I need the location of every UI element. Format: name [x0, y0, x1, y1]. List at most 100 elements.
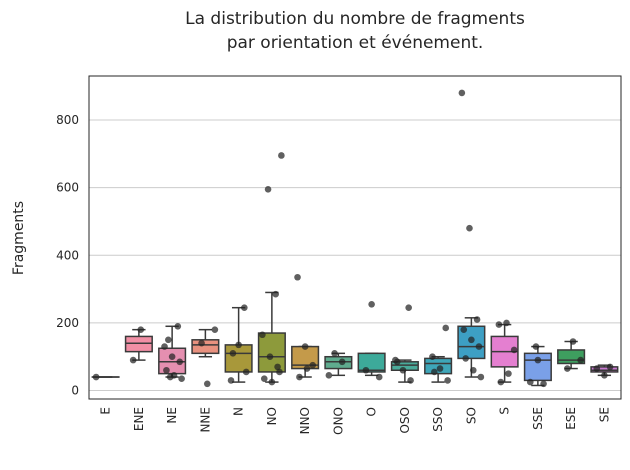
point-E [92, 373, 100, 381]
point-ESE [569, 338, 577, 345]
x-tick-label-S: S [498, 407, 512, 415]
x-tick-label-SSO: SSO [431, 407, 445, 432]
box-iqr [191, 339, 220, 355]
point-ENE [137, 326, 145, 333]
x-tick-label-NE: NE [165, 407, 179, 424]
point-SO [460, 326, 468, 333]
point-NE [170, 372, 178, 379]
box-iqr [324, 355, 353, 370]
box-NNE [191, 328, 220, 358]
point-SO [468, 336, 475, 344]
box-ESE [557, 340, 586, 370]
y-tick-label: 200 [56, 316, 79, 330]
point-ONO [338, 358, 346, 366]
y-tick-labels: 0 200 400 600 800 [56, 113, 79, 398]
x-tick-label-ONO: ONO [331, 407, 345, 435]
point-SSO [444, 377, 451, 384]
point-S [497, 378, 505, 386]
y-tick-label: 800 [56, 113, 79, 127]
point-SO [458, 89, 466, 97]
point-NNO [294, 273, 301, 281]
point-SE [601, 372, 608, 379]
point-SSO [436, 365, 444, 372]
x-tick-labels: E ENE NE NNE N NO NNO ONO O OSO SSO SO S SSE ESE SE [99, 407, 612, 435]
box-NNO [291, 345, 320, 378]
point-ESE [564, 365, 571, 372]
point-NO [272, 290, 279, 298]
point-ESE [577, 356, 584, 364]
y-tick-label: 0 [71, 384, 79, 398]
point-NE [161, 343, 168, 350]
y-tick-label: 400 [56, 248, 79, 262]
box-iqr [357, 352, 386, 373]
point-SE [606, 363, 614, 371]
point-OSO [393, 358, 401, 366]
x-tick-label-NNO: NNO [298, 407, 312, 434]
x-tick-label-ENE: ENE [132, 407, 146, 431]
point-NO [268, 378, 276, 386]
x-tick-label-NNE: NNE [198, 407, 212, 433]
box-S [490, 323, 519, 383]
point-NO [266, 353, 274, 361]
point-N [227, 377, 235, 384]
point-SO [473, 316, 481, 323]
point-NE [163, 366, 170, 374]
point-SSO [429, 353, 436, 361]
boxes [91, 291, 619, 387]
point-SO [462, 355, 469, 362]
point-O [375, 373, 383, 381]
point-O [362, 366, 370, 374]
point-SO [469, 366, 477, 374]
point-NO [276, 368, 283, 376]
box-iqr [257, 332, 286, 373]
x-tick-label-NO: NO [265, 407, 279, 425]
x-tick-label-O: O [365, 407, 379, 416]
point-NO [259, 331, 266, 339]
box-ONO [324, 352, 353, 377]
point-SSE [534, 356, 542, 364]
point-NO [264, 186, 272, 193]
point-NNO [296, 373, 303, 381]
point-S [505, 370, 512, 377]
point-NE [178, 375, 185, 383]
box-NO [257, 291, 286, 383]
y-axis-label: Fragments [11, 201, 27, 275]
point-N [229, 350, 237, 357]
point-NNO [303, 365, 311, 372]
point-OSO [405, 304, 412, 311]
x-tick-label-SE: SE [597, 407, 611, 422]
point-NNO [301, 343, 309, 350]
x-tick-label-OSO: OSO [398, 407, 412, 434]
point-NE [165, 336, 172, 344]
point-NO [278, 152, 285, 159]
point-SO [477, 373, 485, 381]
point-NNE [198, 339, 205, 347]
point-SSO [431, 368, 438, 376]
point-OSO [399, 366, 407, 374]
point-NNO [309, 361, 317, 369]
plot-frame [88, 75, 622, 400]
point-NE [176, 358, 184, 366]
x-tick-label-E: E [99, 407, 113, 415]
point-OSO [407, 377, 414, 384]
point-S [510, 346, 518, 354]
box-NE [158, 325, 187, 378]
point-NE [174, 322, 182, 330]
chart-title-line-2: par orientation et événement. [227, 33, 484, 53]
point-SE [593, 365, 601, 372]
point-S [503, 319, 510, 327]
point-NO [274, 363, 281, 371]
x-tick-label-SSE: SSE [531, 407, 545, 430]
point-ONO [325, 372, 333, 379]
box-iqr [590, 366, 619, 373]
x-tick-label-N: N [232, 407, 246, 416]
box-ENE [124, 328, 153, 361]
data-points [92, 89, 614, 388]
point-SSE [526, 378, 534, 386]
point-ONO [331, 350, 338, 357]
box-iqr [124, 335, 153, 353]
point-N [241, 304, 248, 311]
box-iqr [224, 344, 253, 373]
point-SSE [532, 343, 540, 350]
